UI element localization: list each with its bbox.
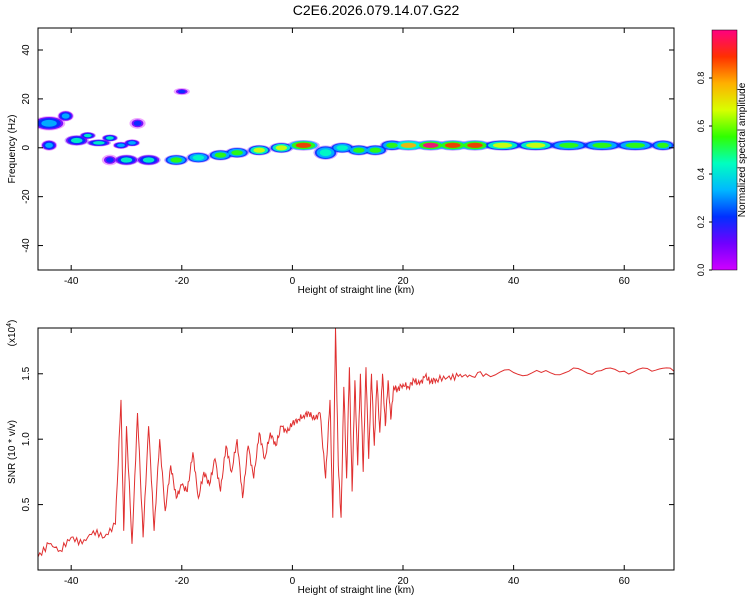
snr-xtick-label: 0 <box>290 576 296 587</box>
spectrogram-ytick-label: -40 <box>21 238 32 253</box>
spectrogram-xtick-label: -20 <box>175 276 190 287</box>
spectrogram-blob <box>192 154 205 161</box>
spectrogram-heatmap <box>38 87 674 166</box>
spectrogram-blob <box>275 145 288 151</box>
spectrogram-xtick-label: 20 <box>397 276 409 287</box>
spectrogram-blob <box>386 142 398 148</box>
spectrogram-blob <box>526 142 546 148</box>
spectrogram-ytick-label: 0 <box>21 145 32 151</box>
snr-xtick-label: 40 <box>508 576 520 587</box>
colorbar-ticks: 0.0 0.2 0.4 0.6 0.8 <box>696 72 712 277</box>
snr-ytick-label: 1.5 <box>21 366 32 380</box>
spectrogram-blob <box>117 143 125 148</box>
colorbar-gradient <box>712 30 737 270</box>
spectrogram-blob <box>61 113 70 119</box>
snr-ytick-label: 0.5 <box>21 497 32 511</box>
spectrogram-blob <box>41 119 57 127</box>
colorbar-tick-label: 0.8 <box>696 72 706 85</box>
spectrogram-blob <box>45 142 53 148</box>
snr-xtick-label: -40 <box>64 576 79 587</box>
spectrogram-xtick-label: 40 <box>508 276 520 287</box>
spectrogram-blob <box>559 142 579 148</box>
spectrogram-blob <box>319 149 332 157</box>
spectrogram-blob <box>295 142 312 148</box>
spectrogram-blob <box>83 133 92 138</box>
figure-title: C2E6.2026.079.14.07.G22 <box>293 2 460 18</box>
spectrogram-blob <box>445 142 461 148</box>
spectrogram-blob <box>231 150 243 156</box>
spectrogram-blob <box>352 147 365 153</box>
colorbar: 0.0 0.2 0.4 0.6 0.8 Normalized spectral ampl… <box>696 29 748 277</box>
spectrogram-blob <box>93 141 105 145</box>
spectrogram-blob <box>253 147 266 153</box>
spectrogram-blob <box>70 137 83 144</box>
snr-xtick-label: 60 <box>619 576 631 587</box>
spectrogram-xtick-label: -40 <box>64 276 79 287</box>
snr-frame <box>37 327 675 571</box>
spectrogram-blob <box>492 142 513 148</box>
spectrogram-blob <box>467 142 483 148</box>
spectrogram-blob <box>422 142 439 148</box>
spectrogram-xtick-label: 0 <box>290 276 296 287</box>
spectrogram-blob <box>128 141 136 145</box>
spectrogram-blob <box>106 136 114 140</box>
spectrogram-blob <box>400 142 417 148</box>
spectrogram-blob <box>177 89 186 94</box>
spectrogram-blob <box>625 142 645 148</box>
spectrogram-panel: -40 -20 0 20 40 60 40 20 0 -20 -40 Height of strai… <box>7 27 675 296</box>
spectrogram-ytick-label: 40 <box>21 44 32 56</box>
snr-xlabel: Height of straight line (km) <box>298 585 415 596</box>
spectrogram-blob <box>369 147 382 153</box>
snr-ylabel: SNR (10 * v/v) <box>7 420 18 484</box>
colorbar-frame <box>711 29 738 271</box>
snr-series-line <box>38 328 674 558</box>
spectrogram-blob <box>657 142 669 148</box>
snr-ticks: -40 -20 0 20 40 60 0.5 1.0 1.5 <box>21 328 674 587</box>
spectrogram-frame <box>37 27 675 271</box>
spectrogram-ytick-label: -20 <box>21 189 32 204</box>
spectrogram-blob <box>214 152 227 158</box>
spectrogram-blob <box>592 142 612 148</box>
snr-panel: -40 -20 0 20 40 60 0.5 1.0 1.5 Height of straigh… <box>6 320 675 596</box>
colorbar-tick-label: 0.4 <box>696 168 706 181</box>
spectrogram-blob <box>106 157 114 163</box>
spectrogram-xlabel: Height of straight line (km) <box>298 285 415 296</box>
colorbar-label: Normalized spectral amplitude <box>737 82 748 217</box>
spectrogram-blob <box>120 157 133 163</box>
snr-xtick-label: -20 <box>175 576 190 587</box>
snr-multiplier: (x104) <box>6 320 18 347</box>
spectrogram-blob <box>170 157 183 163</box>
colorbar-tick-label: 0.0 <box>696 264 706 277</box>
colorbar-tick-label: 0.6 <box>696 120 706 133</box>
spectrogram-ticks: -40 -20 0 20 40 60 40 20 0 -20 -40 <box>21 28 674 287</box>
spectrogram-ytick-label: 20 <box>21 93 32 105</box>
colorbar-tick-label: 0.2 <box>696 216 706 229</box>
spectrogram-ylabel: Frequency (Hz) <box>7 115 18 184</box>
spectrogram-blob <box>336 145 348 151</box>
spectrogram-xtick-label: 60 <box>619 276 631 287</box>
snr-xtick-label: 20 <box>397 576 409 587</box>
snr-plot-area <box>38 328 674 558</box>
snr-ytick-label: 1.0 <box>21 432 32 446</box>
spectrogram-blob <box>142 157 155 163</box>
spectrogram-blob <box>133 120 142 126</box>
